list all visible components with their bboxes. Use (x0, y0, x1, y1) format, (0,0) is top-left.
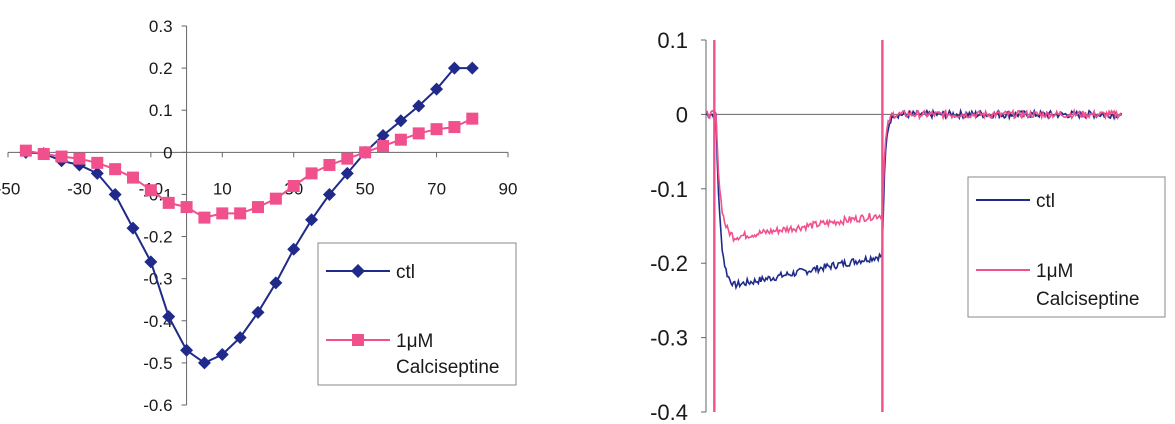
data-point-ctl (394, 114, 408, 128)
data-point-calciseptine (252, 201, 264, 214)
y-tick-label: 0 (676, 102, 688, 127)
left-axes (7, 25, 509, 406)
data-point-calciseptine (466, 112, 479, 125)
y-tick-label: 0.1 (149, 101, 173, 120)
data-point-ctl (215, 347, 229, 361)
legend-calci-marker (352, 334, 364, 346)
data-point-calciseptine (234, 207, 247, 220)
legend-calci-label-1: 1μM (396, 331, 433, 352)
data-point-ctl (162, 310, 176, 324)
data-point-calciseptine (323, 158, 336, 171)
legend-ctl-label: ctl (1036, 191, 1055, 212)
data-point-calciseptine (341, 152, 354, 165)
data-point-calciseptine (394, 133, 407, 146)
trace-ctl (705, 107, 1123, 291)
data-point-calciseptine (305, 167, 318, 180)
y-tick-label: -0.2 (143, 228, 172, 247)
y-tick-label: 0.2 (149, 59, 173, 78)
y-tick-label: 0 (163, 143, 172, 162)
legend-ctl-label: ctl (396, 262, 415, 283)
legend-box (317, 242, 517, 386)
data-point-calciseptine (412, 127, 425, 140)
data-point-calciseptine (144, 184, 157, 197)
data-point-calciseptine (37, 148, 50, 161)
data-point-calciseptine (127, 171, 139, 184)
right-legend: ctl 1μM Calciseptine (967, 176, 1166, 318)
legend-ctl-marker (351, 264, 365, 278)
legend-calci-label-1: 1μM (1036, 261, 1073, 282)
right-tick-labels: 0.1 0 -0.1 -0.2 -0.3 -0.4 (650, 28, 688, 424)
y-tick-label: -0.3 (650, 326, 688, 351)
y-tick-label: -0.3 (143, 270, 172, 289)
y-tick-label: 0.3 (149, 17, 173, 36)
legend-calci-label-2: Calciseptine (396, 357, 500, 378)
data-point-ctl (108, 187, 122, 201)
trace-calciseptine (705, 107, 1123, 243)
data-point-ctl (197, 356, 211, 370)
left-series (19, 61, 479, 370)
iv-curve-chart: -50-30-1010305070900.30.20.10-0.1-0.2-0.… (0, 17, 518, 415)
x-tick-label: -30 (67, 179, 92, 198)
data-point-calciseptine (55, 150, 68, 163)
data-point-calciseptine (448, 121, 461, 134)
data-point-calciseptine (359, 146, 372, 159)
data-point-ctl (144, 255, 158, 269)
data-point-calciseptine (430, 123, 443, 136)
left-legend: ctl 1μM Calciseptine (317, 242, 517, 386)
data-point-ctl (180, 343, 194, 357)
y-tick-label: -0.2 (650, 251, 688, 276)
data-point-ctl (287, 242, 301, 256)
y-tick-label: -0.5 (143, 354, 172, 373)
y-tick-label: -0.6 (143, 396, 172, 415)
data-point-calciseptine (109, 163, 122, 176)
data-point-ctl (412, 99, 426, 113)
data-point-ctl (447, 61, 461, 75)
data-point-calciseptine (73, 152, 86, 165)
legend-calci-label-2: Calciseptine (1036, 289, 1140, 310)
data-point-ctl (322, 187, 336, 201)
data-point-ctl (305, 213, 319, 227)
data-point-calciseptine (287, 180, 300, 193)
data-point-ctl (90, 166, 104, 180)
right-series (705, 40, 1123, 412)
data-point-calciseptine (198, 211, 211, 224)
y-tick-label: -0.4 (650, 400, 688, 424)
x-tick-label: 50 (356, 179, 375, 198)
data-point-ctl (269, 276, 283, 290)
x-tick-label: 10 (213, 179, 232, 198)
data-point-calciseptine (377, 140, 389, 153)
data-point-calciseptine (180, 201, 193, 214)
x-tick-label: -50 (0, 179, 20, 198)
data-point-calciseptine (91, 156, 104, 169)
right-axes (701, 39, 1122, 413)
data-point-calciseptine (19, 144, 32, 157)
y-tick-label: -0.1 (650, 177, 688, 202)
data-point-ctl (233, 331, 247, 345)
x-tick-label: 70 (427, 179, 446, 198)
y-tick-label: 0.1 (657, 28, 688, 53)
data-point-ctl (126, 221, 140, 235)
data-point-ctl (430, 82, 444, 96)
data-point-calciseptine (269, 192, 282, 205)
data-point-ctl (465, 61, 479, 75)
data-point-calciseptine (216, 207, 229, 220)
x-tick-label: 90 (499, 179, 518, 198)
legend-box (967, 176, 1166, 318)
data-point-ctl (376, 128, 390, 142)
data-point-calciseptine (162, 196, 175, 209)
data-point-ctl (251, 305, 265, 319)
data-point-ctl (340, 166, 354, 180)
